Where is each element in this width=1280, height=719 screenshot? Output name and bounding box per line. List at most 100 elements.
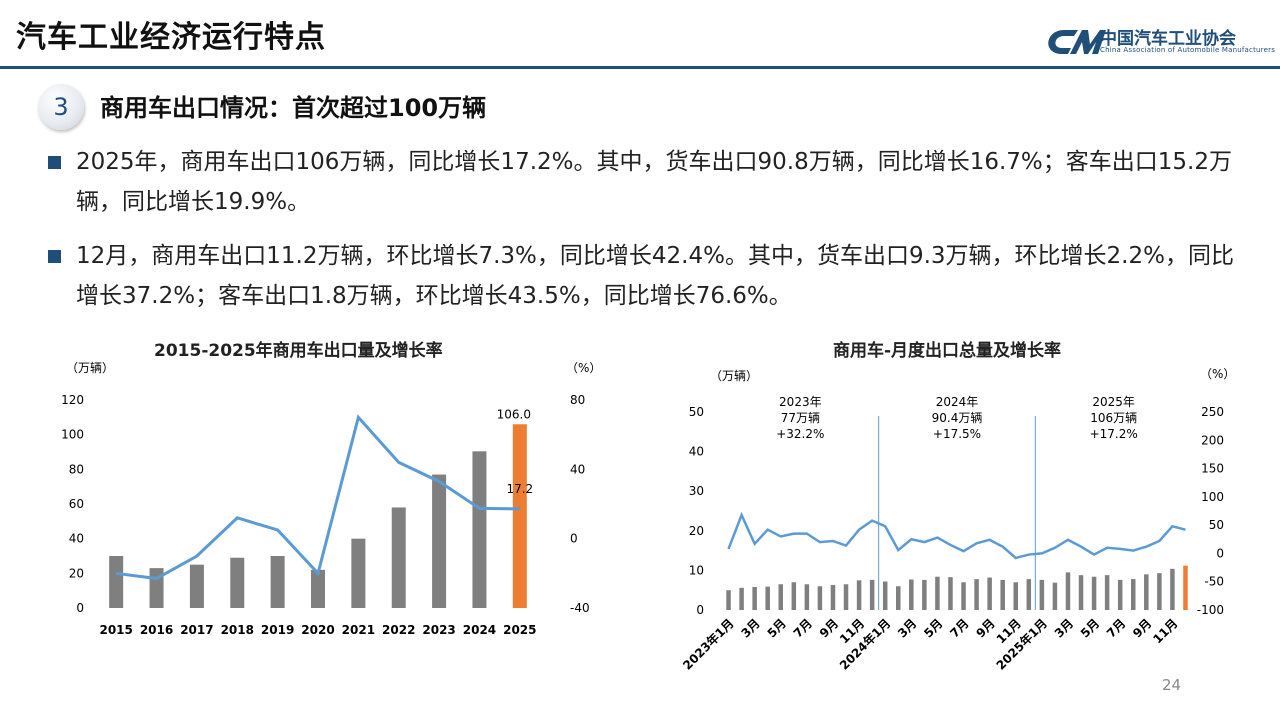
y-left-tick-label: 100 xyxy=(61,428,84,442)
logo-name-en: China Association of Automobile Manufact… xyxy=(1100,46,1276,54)
y-right-tick-label: 250 xyxy=(1201,405,1224,419)
x-tick-label: 2023年1月 xyxy=(680,616,737,673)
bar xyxy=(189,564,204,608)
bar xyxy=(472,451,487,608)
bullet-square-icon xyxy=(48,250,61,263)
bar xyxy=(1131,579,1136,610)
y-left-tick-label: 60 xyxy=(69,497,84,511)
x-tick-label: 3月 xyxy=(895,616,919,640)
y-right-tick-label: -40 xyxy=(570,601,590,615)
header-divider xyxy=(0,66,1280,69)
bullet-december: 12月，商用车出口11.2万辆，环比增长7.3%，同比增长42.4%。其中，货车… xyxy=(48,236,1248,316)
bar xyxy=(1052,582,1058,610)
x-tick-label: 2025 xyxy=(503,623,536,637)
y-left-unit: （万辆） xyxy=(66,361,114,375)
bar xyxy=(1170,568,1175,610)
bar xyxy=(935,576,940,610)
annotation-year: 2025年 xyxy=(1092,395,1135,409)
bar xyxy=(432,474,447,608)
x-tick-label: 2018 xyxy=(221,623,254,637)
x-tick-label: 5月 xyxy=(921,616,945,640)
x-tick-label: 7月 xyxy=(947,616,971,640)
bullet-text: 12月，商用车出口11.2万辆，环比增长7.3%，同比增长42.4%。其中，货车… xyxy=(76,243,1234,309)
bar xyxy=(765,586,770,610)
annotation-year: 2024年 xyxy=(936,395,979,409)
bar xyxy=(270,556,285,608)
growth-rate-line xyxy=(727,511,1186,560)
x-tick-label: 2024 xyxy=(463,623,496,637)
bullet-square-icon xyxy=(48,156,61,169)
y-left-tick-label: 40 xyxy=(69,532,84,546)
y-right-unit: （%） xyxy=(1200,367,1235,381)
x-tick-label: 3月 xyxy=(738,616,762,640)
chart-title: 2015-2025年商用车出口量及增长率 xyxy=(154,341,443,361)
y-left-tick-label: 0 xyxy=(696,603,704,617)
x-tick-label: 2022 xyxy=(382,623,415,637)
x-tick-label: 2021 xyxy=(342,623,375,637)
x-tick-label: 2017 xyxy=(180,623,213,637)
annotation-total: 106万辆 xyxy=(1090,411,1137,425)
x-tick-label: 2023 xyxy=(422,623,455,637)
bullet-annual: 2025年，商用车出口106万辆，同比增长17.2%。其中，货车出口90.8万辆… xyxy=(48,142,1248,222)
growth-rate-line xyxy=(115,414,520,581)
logo-name-cn: 中国汽车工业协会 xyxy=(1100,29,1236,49)
bar xyxy=(752,587,757,610)
page-number: 24 xyxy=(1162,676,1182,694)
bar xyxy=(843,584,849,610)
bar xyxy=(974,579,979,610)
y-right-tick-label: 50 xyxy=(1209,518,1224,532)
bar xyxy=(1065,572,1071,610)
y-left-tick-label: 120 xyxy=(61,393,84,407)
bar xyxy=(961,582,966,610)
x-tick-label: 5月 xyxy=(765,616,789,640)
bar xyxy=(896,586,901,610)
y-right-tick-label: 200 xyxy=(1201,433,1224,447)
bar xyxy=(882,581,888,610)
bar xyxy=(856,580,862,610)
bar xyxy=(1091,576,1097,610)
y-right-tick-label: 100 xyxy=(1201,490,1224,504)
y-right-tick-label: -50 xyxy=(1204,575,1224,589)
bar xyxy=(1039,579,1045,610)
annotation-total: 90.4万辆 xyxy=(932,411,983,425)
bar xyxy=(817,586,823,610)
bar xyxy=(987,577,992,610)
bar xyxy=(778,584,783,610)
annotation-growth: +32.2% xyxy=(776,427,824,441)
y-right-tick-label: 0 xyxy=(1216,546,1224,560)
annotation-growth: +17.2% xyxy=(1090,427,1138,441)
bar xyxy=(311,569,325,608)
section-number-badge: 3 xyxy=(38,84,84,130)
bar-data-label: 106.0 xyxy=(497,407,531,421)
x-tick-label: 2016 xyxy=(140,623,173,637)
bar xyxy=(869,579,875,610)
x-tick-label: 3月 xyxy=(1052,616,1076,640)
x-tick-label: 11月 xyxy=(1150,616,1180,646)
bar xyxy=(1117,579,1123,610)
bar xyxy=(1183,565,1188,610)
y-left-unit: （万辆） xyxy=(710,369,758,383)
bar xyxy=(1000,579,1005,610)
y-left-tick-label: 40 xyxy=(689,445,704,459)
annotation-growth: +17.5% xyxy=(933,427,981,441)
bar xyxy=(1157,573,1162,610)
x-tick-label: 2020 xyxy=(301,623,334,637)
chart-title: 商用车-月度出口总量及增长率 xyxy=(833,341,1062,361)
bar xyxy=(1144,574,1149,610)
bar xyxy=(791,582,797,610)
y-left-tick-label: 10 xyxy=(689,563,704,577)
y-right-tick-label: -100 xyxy=(1197,603,1224,617)
x-tick-label: 2015 xyxy=(99,623,132,637)
y-right-tick-label: 150 xyxy=(1201,462,1224,476)
bar xyxy=(512,424,527,608)
x-tick-label: 5月 xyxy=(1078,616,1102,640)
y-right-unit: （%） xyxy=(566,361,601,375)
y-left-tick-label: 0 xyxy=(76,601,84,615)
x-tick-label: 7月 xyxy=(1104,616,1128,640)
x-tick-label: 7月 xyxy=(791,616,815,640)
bar xyxy=(922,579,927,610)
x-tick-label: 2019 xyxy=(261,623,294,637)
section-title: 商用车出口情况：首次超过100万辆 xyxy=(100,94,487,122)
bar xyxy=(1078,575,1084,610)
bar xyxy=(739,587,744,610)
